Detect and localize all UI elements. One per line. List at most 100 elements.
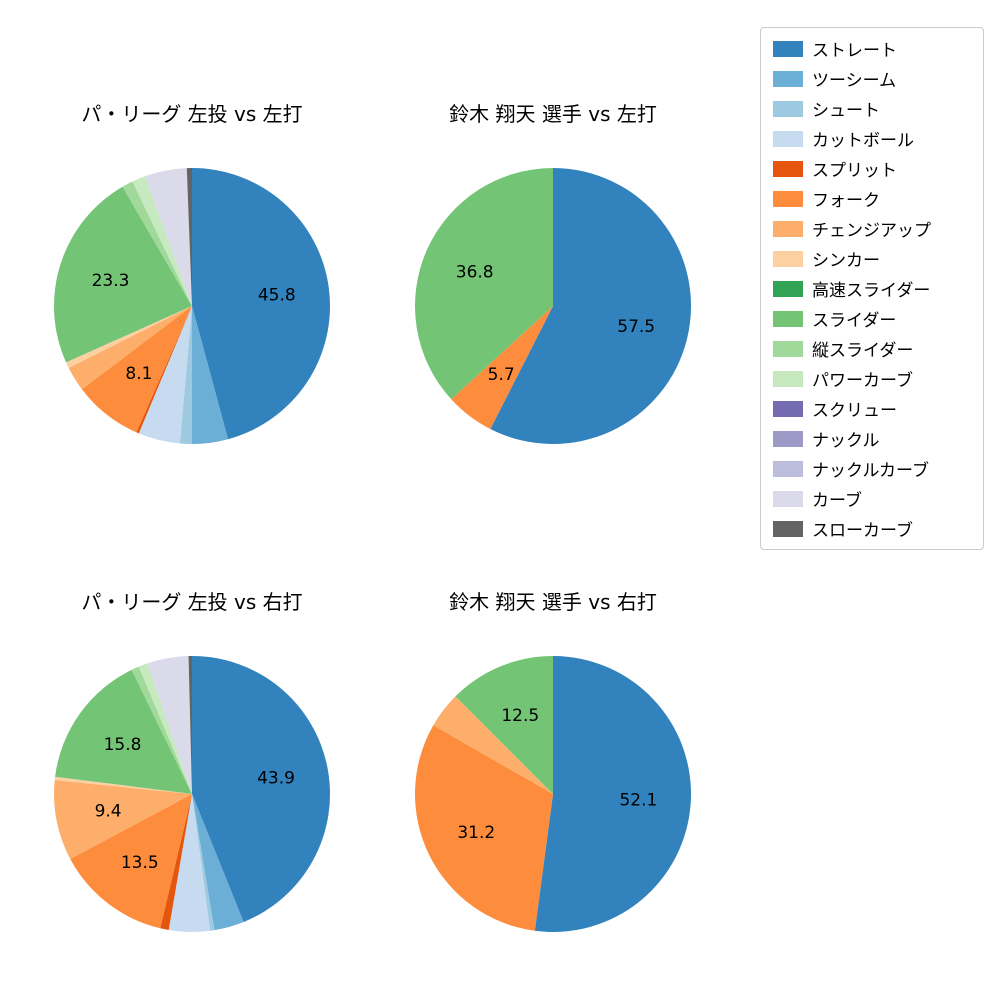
legend-swatch xyxy=(773,220,803,237)
pie-slice-label: 15.8 xyxy=(104,735,142,755)
pie-slice xyxy=(455,656,553,794)
pie-slice xyxy=(55,669,193,794)
pie-slice-label: 36.8 xyxy=(456,263,494,283)
pie-slice-label: 52.1 xyxy=(619,791,657,811)
legend-swatch xyxy=(773,160,803,177)
legend-items: ストレートツーシームシュートカットボール スプリットフォークチェンジアップ シンカー… xyxy=(773,38,971,541)
legend-label: シュート xyxy=(812,101,880,121)
pie-chart-pa-league-lhp-vs-lhb: パ・リーグ 左投 vs 左打 45.8 8.1 23.3 xyxy=(20,100,364,446)
legend-item: スローカーブ xyxy=(773,518,971,541)
legend-item: ストレート xyxy=(773,38,971,61)
legend-swatch xyxy=(773,520,803,537)
pie-slice-label: 5.7 xyxy=(488,365,515,385)
pie-svg-pa-league-lhp-vs-lhb: 45.8 8.1 23.3 xyxy=(54,168,330,444)
legend-swatch xyxy=(773,250,803,267)
legend-swatch xyxy=(773,40,803,57)
pie-slice xyxy=(54,186,192,363)
legend-label: スプリット xyxy=(812,161,897,181)
chart-title-pa-league-lhp-vs-lhb: パ・リーグ 左投 vs 左打 xyxy=(81,102,303,126)
pie-chart-suzuki-vs-rhb: 鈴木 翔天 選手 vs 右打 52.1 31.2 12.5 xyxy=(381,588,725,934)
chart-title-suzuki-vs-rhb: 鈴木 翔天 選手 vs 右打 xyxy=(449,590,657,614)
pie-slice xyxy=(188,655,192,794)
pie-slice xyxy=(168,794,211,933)
legend: ストレートツーシームシュートカットボール スプリットフォークチェンジアップ シンカー… xyxy=(760,27,984,550)
pie-slice xyxy=(414,725,553,931)
legend-swatch xyxy=(773,190,803,207)
legend-swatch xyxy=(773,130,803,147)
pie-slice xyxy=(132,176,192,306)
legend-swatch xyxy=(773,430,803,447)
pie-svg-suzuki-vs-lhb: 57.5 5.7 36.8 xyxy=(414,168,691,444)
legend-item: スプリット xyxy=(773,158,971,181)
legend-item: カーブ xyxy=(773,488,971,511)
legend-item: パワーカーブ xyxy=(773,368,971,391)
pie-slice xyxy=(136,306,192,434)
legend-item: ツーシーム xyxy=(773,68,971,91)
legend-label: ナックルカーブ xyxy=(812,461,929,481)
pie-slice-label: 8.1 xyxy=(125,364,152,384)
pie-slice xyxy=(54,780,193,859)
legend-swatch xyxy=(773,460,803,477)
pie-slice xyxy=(138,663,192,794)
legend-label: ナックル xyxy=(812,431,880,451)
chart-title-pa-league-lhp-vs-rhb: パ・リーグ 左投 vs 右打 xyxy=(81,590,303,614)
pie-slice xyxy=(179,306,192,444)
pie-slice xyxy=(54,776,193,794)
legend-label: チェンジアップ xyxy=(812,221,931,241)
legend-label: ストレート xyxy=(812,41,897,61)
legend-item: シンカー xyxy=(773,248,971,271)
pie-slice-label: 57.5 xyxy=(617,317,655,337)
pie-slice xyxy=(192,794,215,931)
legend-item: フォーク xyxy=(773,188,971,211)
pie-chart-pa-league-lhp-vs-rhb: パ・リーグ 左投 vs 右打 43.9 13.5 9.4 15.8 xyxy=(20,588,364,934)
pie-chart-suzuki-vs-lhb: 鈴木 翔天 選手 vs 左打 57.5 5.7 36.8 xyxy=(381,100,725,446)
pie-slice-label: 43.9 xyxy=(257,769,295,789)
pie-slice xyxy=(490,168,691,444)
legend-label: スライダー xyxy=(812,311,897,331)
pie-slice xyxy=(122,181,192,306)
pie-slice xyxy=(68,306,192,390)
pie-slice xyxy=(186,168,192,306)
legend-label: スクリュー xyxy=(812,401,897,421)
legend-item: スクリュー xyxy=(773,398,971,421)
pie-slice xyxy=(192,794,244,931)
pie-slice xyxy=(414,168,553,400)
pie-slice-label: 45.8 xyxy=(258,286,296,306)
pie-slice xyxy=(192,656,331,922)
legend-label: シンカー xyxy=(812,251,880,271)
pie-slice xyxy=(534,656,691,932)
pie-slice xyxy=(131,666,192,794)
legend-item: ナックル xyxy=(773,428,971,451)
pie-slice xyxy=(451,306,553,429)
legend-swatch xyxy=(773,280,803,297)
legend-swatch xyxy=(773,400,803,417)
legend-label: 高速スライダー xyxy=(812,281,931,301)
legend-label: カットボール xyxy=(812,131,914,151)
pie-svg-pa-league-lhp-vs-rhb: 43.9 13.5 9.4 15.8 xyxy=(54,655,331,933)
legend-label: フォーク xyxy=(812,191,880,211)
pie-slice xyxy=(70,794,192,929)
pie-slice-label: 9.4 xyxy=(95,802,122,822)
legend-swatch xyxy=(773,310,803,327)
pie-slice-label: 13.5 xyxy=(121,853,159,873)
legend-swatch xyxy=(773,100,803,117)
pie-slice-label: 31.2 xyxy=(457,823,495,843)
legend-item: シュート xyxy=(773,98,971,121)
pie-svg-suzuki-vs-rhb: 52.1 31.2 12.5 xyxy=(414,656,691,932)
pie-slice-label: 12.5 xyxy=(501,706,539,726)
legend-swatch xyxy=(773,340,803,357)
legend-item: スライダー xyxy=(773,308,971,331)
legend-label: スローカーブ xyxy=(812,521,913,541)
pie-slice xyxy=(192,168,330,440)
pie-slice xyxy=(160,794,192,931)
legend-label: 縦スライダー xyxy=(812,341,914,361)
legend-label: ツーシーム xyxy=(812,71,897,91)
legend-swatch xyxy=(773,490,803,507)
pie-slice xyxy=(81,306,192,433)
pie-slice xyxy=(66,306,192,368)
legend-item: ナックルカーブ xyxy=(773,458,971,481)
legend-swatch xyxy=(773,70,803,87)
chart-title-suzuki-vs-lhb: 鈴木 翔天 選手 vs 左打 xyxy=(449,102,657,126)
legend-label: パワーカーブ xyxy=(812,371,913,391)
legend-item: 縦スライダー xyxy=(773,338,971,361)
